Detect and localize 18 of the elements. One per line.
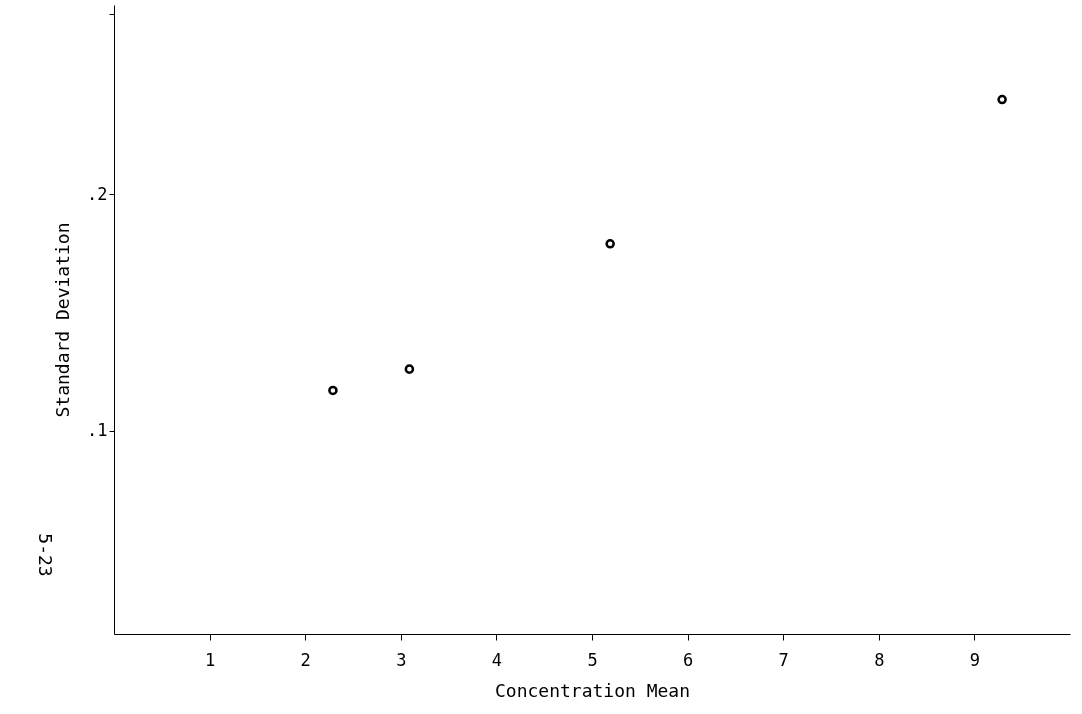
point	[328, 385, 338, 396]
x-axis-title: Concentration Mean	[494, 679, 691, 701]
x-tick-label: 3	[396, 649, 407, 670]
point	[404, 364, 415, 374]
y-tick-label: .2	[87, 183, 108, 204]
x-tick-label: 7	[778, 649, 789, 670]
x-tick-label: 8	[874, 649, 885, 670]
y-tick-label: .1	[87, 420, 108, 441]
x-tick-label: 2	[300, 649, 311, 670]
text: 5-23	[35, 533, 56, 577]
point	[605, 239, 615, 249]
x-tick-label: 9	[969, 649, 981, 670]
point	[997, 94, 1007, 105]
x-tick-label: 6	[682, 649, 694, 670]
x-tick-label: 1	[204, 649, 216, 670]
x-tick-label: 4	[491, 649, 503, 670]
x-tick-label: 5	[587, 649, 598, 670]
y-axis-title: Standard Deviation	[52, 222, 74, 418]
